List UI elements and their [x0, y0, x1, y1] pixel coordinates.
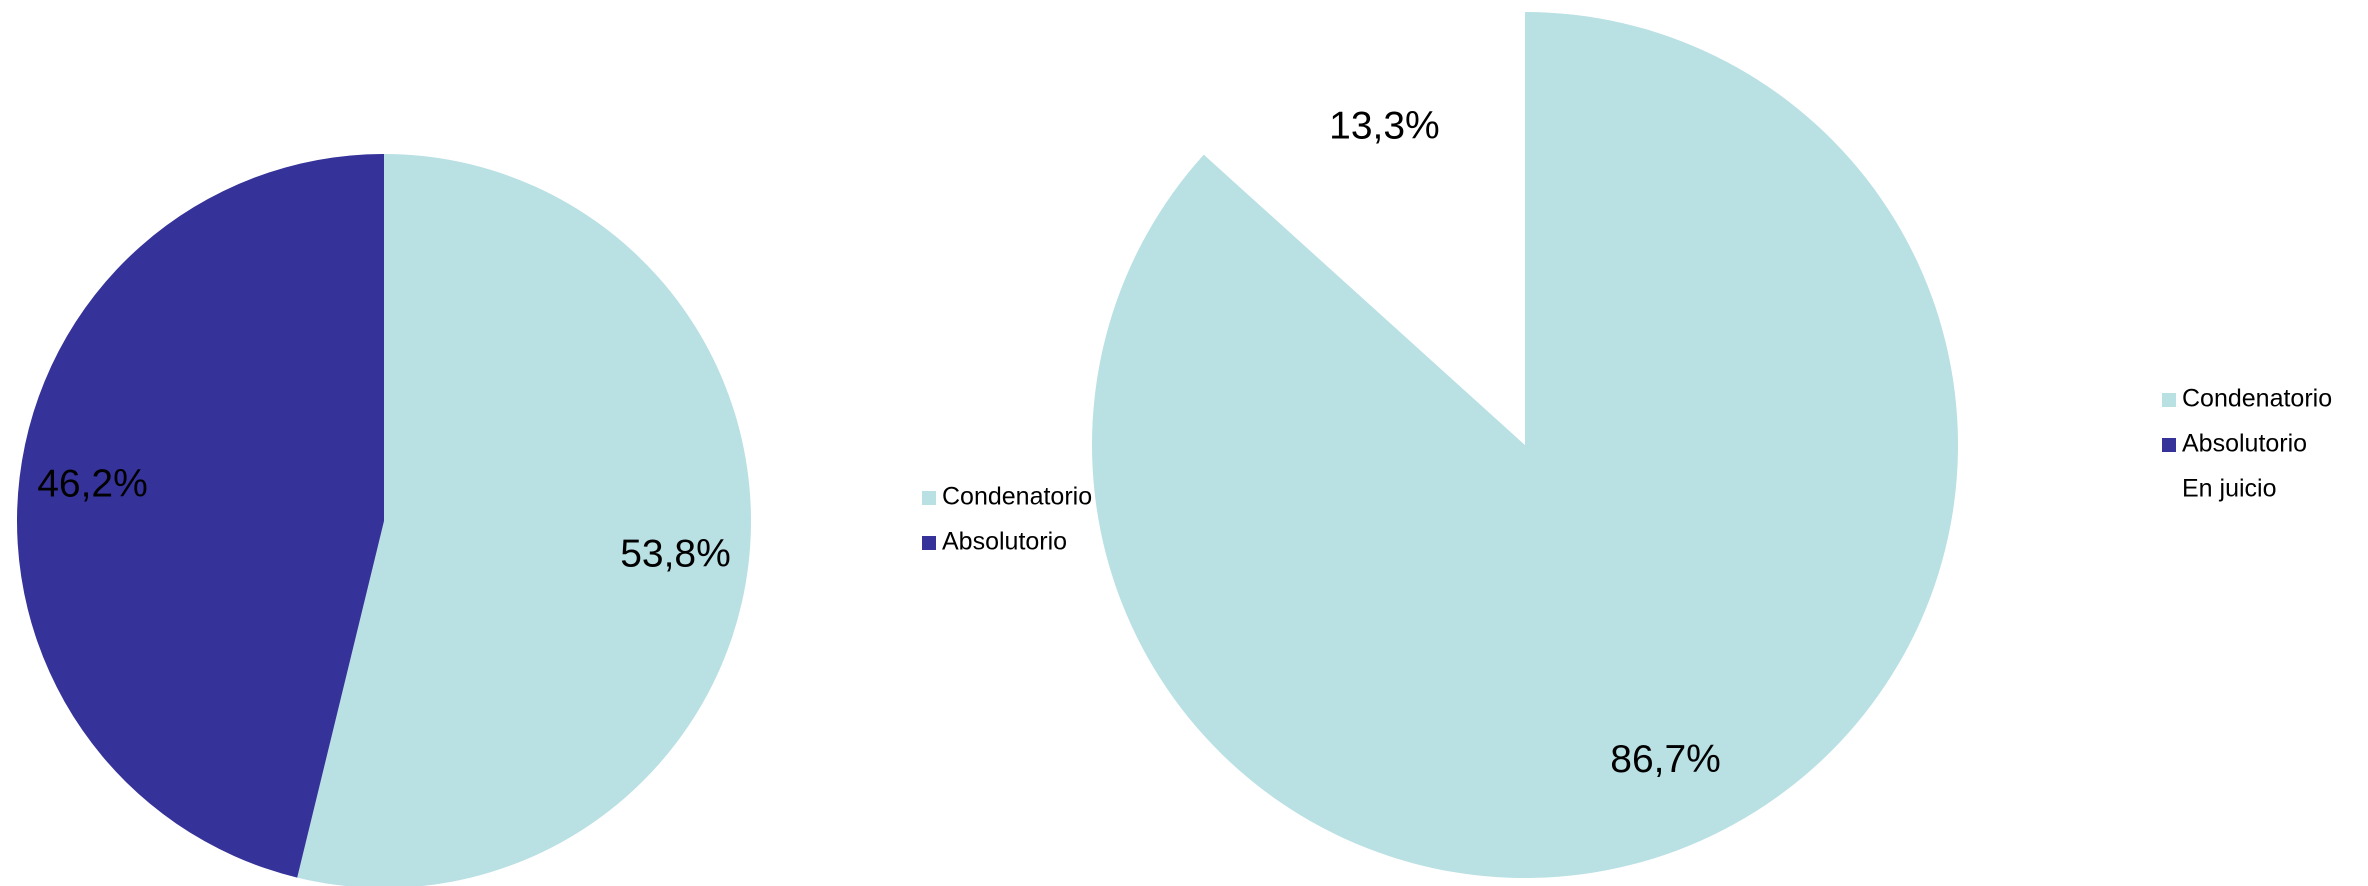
pie-slice: [1092, 12, 1958, 879]
pie-slice: [297, 154, 751, 886]
data-label: 13,3%: [1329, 105, 1440, 148]
data-label: 86,7%: [1610, 738, 1721, 781]
legend-marker: [2162, 483, 2176, 497]
legend-marker: [922, 491, 936, 505]
legend-label: En juicio: [2182, 475, 2277, 503]
legend-marker: [922, 536, 936, 550]
pie-slice: [16, 154, 384, 878]
data-label: 53,8%: [620, 532, 731, 575]
legend-marker: [2162, 393, 2176, 407]
legend-label: Condenatorio: [2182, 385, 2332, 413]
legend-label: Absolutorio: [2182, 430, 2307, 458]
pie-slice: [1203, 12, 1525, 445]
legend-marker: [2162, 438, 2176, 452]
legend-label: Condenatorio: [942, 483, 1092, 511]
data-label: 46,2%: [37, 462, 148, 505]
legend-label: Absolutorio: [942, 528, 1067, 556]
